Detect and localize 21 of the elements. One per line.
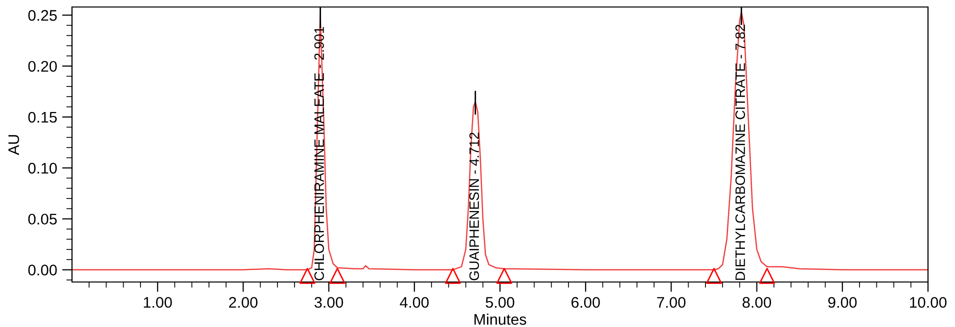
annotation: CHLORPHENIRAMINE MALEATE - 2.901 — [314, 26, 324, 280]
x-axis-title: Minutes — [474, 314, 526, 325]
x-tick-label: 1.00 — [144, 296, 172, 308]
y-axis-title: AU — [8, 135, 20, 156]
x-tick-label: 10.00 — [910, 296, 947, 308]
x-tick-label: 4.00 — [400, 296, 429, 308]
x-tick-label: 5.00 — [486, 296, 514, 308]
y-tick-label: 0.20 — [28, 60, 57, 72]
x-tick-label: 6.00 — [572, 296, 600, 308]
x-tick-label: 9.00 — [828, 296, 857, 308]
y-tick-label: 0.15 — [28, 112, 57, 123]
y-tick-label: 0.05 — [28, 214, 57, 225]
x-tick-label: 7.00 — [657, 296, 686, 308]
y-tick-label: 0.00 — [28, 264, 57, 276]
x-tick-label: 3.00 — [314, 296, 344, 308]
x-tick-label: 2.00 — [229, 296, 258, 308]
annotation: GUAIPHENESIN - 4.712 — [469, 132, 479, 280]
y-tick-label: 0.25 — [28, 10, 57, 21]
annotation: DIETHYLCARBOMAZINE CITRATE - 7.82 — [735, 24, 746, 280]
y-tick-label: 0.10 — [28, 162, 57, 174]
x-tick-label: 8.00 — [742, 296, 772, 308]
